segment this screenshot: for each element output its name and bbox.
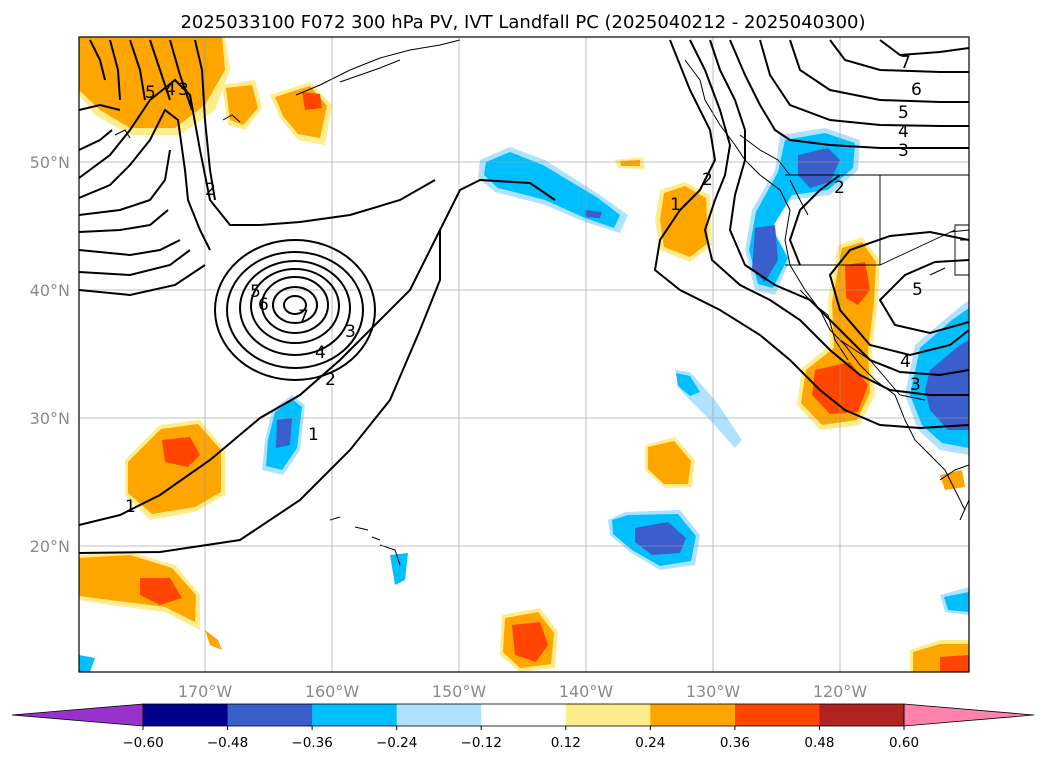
colorbar-tick-label: −0.12 <box>461 735 502 751</box>
colorbar-tick-label: −0.60 <box>122 735 163 751</box>
pv-contours <box>79 39 969 554</box>
contour-label: 2 <box>834 178 845 198</box>
contour-label: 7 <box>900 53 911 73</box>
colorbar-segment <box>396 704 482 726</box>
contour-label: 4 <box>165 80 176 100</box>
colorbar-outline <box>142 703 905 727</box>
colorbar-segment <box>650 704 736 726</box>
anomaly-positive <box>940 655 969 672</box>
anomaly-positive <box>302 92 322 110</box>
anomaly-negative <box>585 210 602 218</box>
colorbar-extend-min <box>11 703 144 727</box>
contour-label: 4 <box>898 122 909 142</box>
contour-label: 3 <box>178 80 189 100</box>
lat-label-30n: 30°N <box>30 409 70 428</box>
contour-label: 1 <box>670 195 681 215</box>
contour-label: 7 <box>298 307 309 327</box>
anomaly-positive <box>845 262 870 305</box>
colorbar-ticks: −0.60 −0.48 −0.36 −0.24 −0.12 0.12 0.24 0.36 0.4… <box>122 726 919 751</box>
contour-label: 2 <box>205 180 216 200</box>
colorbar: −0.60 −0.48 −0.36 −0.24 −0.12 0.12 0.24 0.36 0.4… <box>11 703 1035 751</box>
lat-axis-labels: 50°N 40°N 30°N 20°N <box>30 153 70 556</box>
map-title: 2025033100 F072 300 hPa PV, IVT Landfall… <box>180 12 865 33</box>
colorbar-tick-label: −0.36 <box>291 735 332 751</box>
colorbar-tick-label: −0.24 <box>376 735 417 751</box>
anomaly-negative <box>752 225 778 282</box>
colorbar-segment <box>565 704 651 726</box>
lon-label-170w: 170°W <box>178 682 233 701</box>
map-panel: 1 1 2 4 3 5 6 7 2 5 4 3 1 2 2 7 6 5 4 3 … <box>79 37 969 672</box>
anomaly-negative <box>635 522 686 555</box>
anomaly-negative <box>944 592 969 612</box>
anomaly-positive <box>940 470 965 490</box>
contour-label: 4 <box>315 343 326 363</box>
anomaly-positive <box>648 441 691 484</box>
contour-label: 5 <box>898 103 909 123</box>
colorbar-tick-label: 0.24 <box>635 735 665 751</box>
borders <box>785 174 969 401</box>
lat-label-50n: 50°N <box>30 153 70 172</box>
colorbar-segment <box>819 704 905 726</box>
anomaly-positive <box>128 424 221 514</box>
anomaly-positive <box>660 186 708 257</box>
anomaly-positive <box>162 437 200 467</box>
colorbar-segments <box>11 703 1035 727</box>
colorbar-tick-label: 0.48 <box>804 735 834 751</box>
anomaly-negative <box>925 340 969 430</box>
anomaly-negative <box>276 418 292 448</box>
contour-label: 5 <box>912 280 923 300</box>
anomaly-negative <box>798 148 840 188</box>
contour-label: 5 <box>250 282 261 302</box>
contour-label: 6 <box>258 295 269 315</box>
lon-axis-labels: 170°W 160°W 150°W 140°W 130°W 120°W <box>178 682 868 701</box>
lat-label-20n: 20°N <box>30 537 70 556</box>
lon-label-120w: 120°W <box>813 682 868 701</box>
contour-label: 1 <box>308 425 319 445</box>
contour-label: 3 <box>345 322 356 342</box>
anomaly-positive <box>205 630 222 650</box>
anomaly-positive <box>226 85 258 125</box>
contour-label: 3 <box>898 141 909 161</box>
lon-label-160w: 160°W <box>305 682 360 701</box>
colorbar-segment <box>312 704 398 726</box>
anomaly-negative <box>390 553 408 585</box>
lon-label-140w: 140°W <box>559 682 614 701</box>
contour-label: 2 <box>325 370 336 390</box>
colorbar-segment <box>734 704 820 726</box>
contour-label: 2 <box>702 170 713 190</box>
anomaly-positive <box>620 160 640 166</box>
lon-label-150w: 150°W <box>432 682 487 701</box>
map-frame <box>78 36 970 673</box>
contour-label: 4 <box>900 352 911 372</box>
colorbar-segment <box>143 704 229 726</box>
contour-label: 3 <box>910 375 921 395</box>
contour-label: 5 <box>145 83 156 103</box>
contour-labels: 1 1 2 4 3 5 6 7 2 5 4 3 1 2 2 7 6 5 4 3 … <box>125 53 923 517</box>
anomaly-negative <box>79 655 95 672</box>
colorbar-tick-label: −0.48 <box>207 735 248 751</box>
anomaly-negative <box>676 373 700 396</box>
colorbar-tick-label: 0.60 <box>889 735 919 751</box>
lat-label-40n: 40°N <box>30 281 70 300</box>
colorbar-segment <box>227 704 313 726</box>
colorbar-extend-max <box>903 703 1035 727</box>
contour-label: 1 <box>125 497 136 517</box>
colorbar-tick-label: 0.36 <box>720 735 750 751</box>
contour-label: 6 <box>911 80 922 100</box>
anomaly-positive <box>79 555 196 622</box>
colorbar-segment <box>481 704 567 726</box>
colorbar-tick-label: 0.12 <box>551 735 581 751</box>
anomaly-positive <box>512 622 548 662</box>
anomaly-positive <box>140 578 182 605</box>
lon-label-130w: 130°W <box>686 682 741 701</box>
